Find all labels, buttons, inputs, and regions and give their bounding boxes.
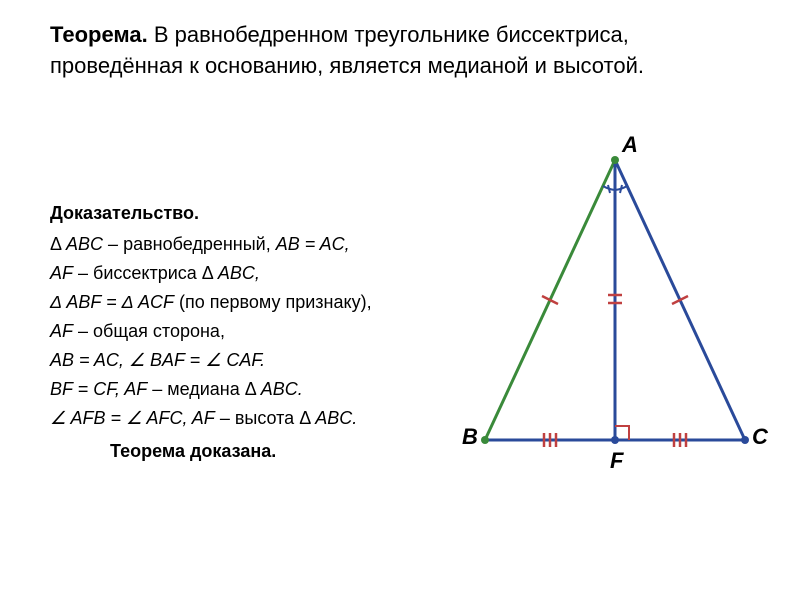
- theorem-statement: Теорема. В равнобедренном треугольнике б…: [50, 20, 700, 82]
- proof-line-3: Δ ABF = Δ ACF (по первому признаку),: [50, 289, 450, 316]
- vertex-a: [611, 156, 619, 164]
- proof-line-2: AF – биссектриса Δ ABC,: [50, 260, 450, 287]
- proof-line-5: AB = AC, ∠ BAF = ∠ CAF.: [50, 347, 450, 374]
- label-f: F: [610, 448, 623, 474]
- proof-line-4: AF – общая сторона,: [50, 318, 450, 345]
- triangle-svg: [450, 130, 780, 490]
- proof-line-6: BF = CF, AF – медиана Δ ABC.: [50, 376, 450, 403]
- proof-block: Доказательство. Δ ABC – равнобедренный, …: [50, 200, 450, 465]
- vertex-f: [611, 436, 619, 444]
- proof-conclusion: Теорема доказана.: [110, 438, 450, 465]
- label-a: A: [622, 132, 638, 158]
- label-b: B: [462, 424, 478, 450]
- proof-line-7: ∠ AFB = ∠ AFC, AF – высота Δ ABC.: [50, 405, 450, 432]
- proof-line-1: Δ ABC – равнобедренный, AB = AC,: [50, 231, 450, 258]
- proof-title: Доказательство.: [50, 200, 450, 227]
- vertex-c: [741, 436, 749, 444]
- triangle-diagram: A B C F: [450, 130, 780, 490]
- angle-tick-right: [620, 185, 622, 193]
- angle-tick-left: [608, 185, 610, 193]
- theorem-label: Теорема.: [50, 22, 148, 47]
- label-c: C: [752, 424, 768, 450]
- vertex-b: [481, 436, 489, 444]
